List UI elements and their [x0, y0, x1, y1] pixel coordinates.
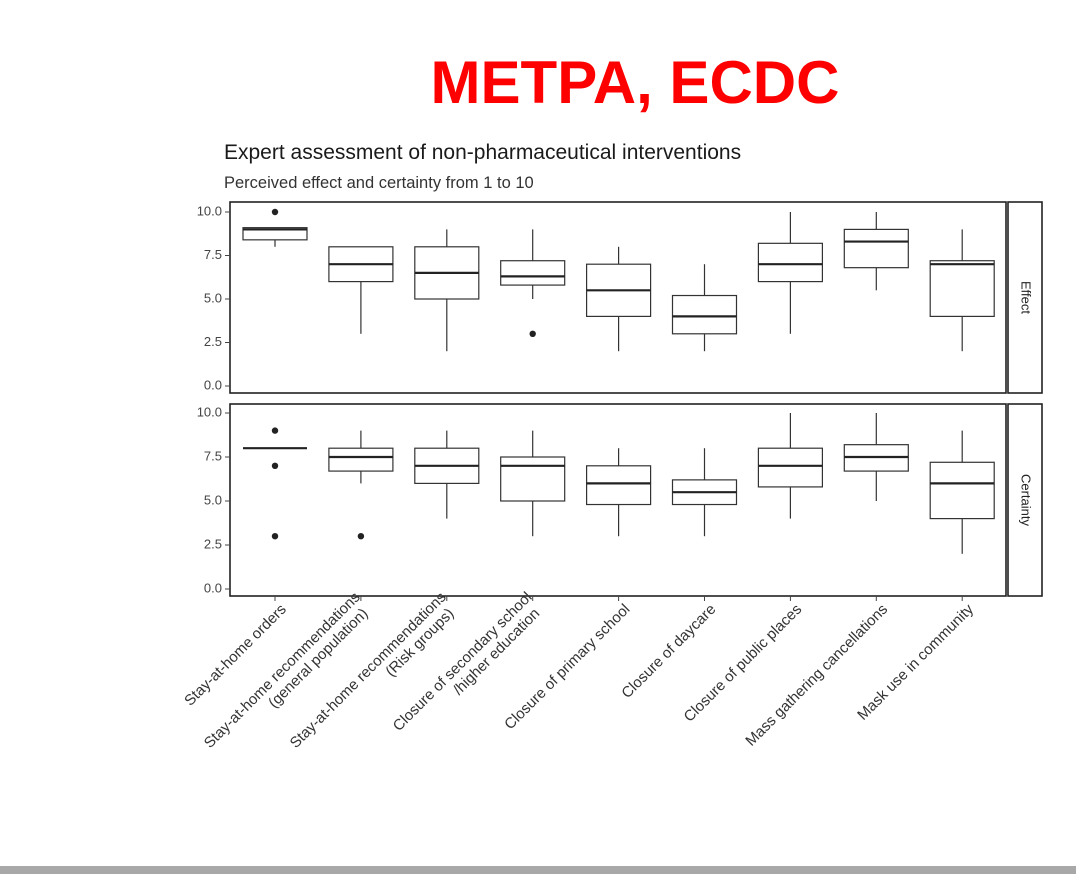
facet-label: Effect [1019, 281, 1034, 314]
box [843, 228, 909, 269]
y-tick-label: 0.0 [204, 580, 222, 595]
box [500, 260, 566, 286]
box [671, 294, 738, 335]
chart-title: Expert assessment of non-pharmaceutical … [224, 141, 742, 164]
y-tick-label: 2.5 [204, 536, 222, 551]
y-tick-label: 7.5 [204, 448, 222, 463]
y-tick-label: 2.5 [204, 334, 222, 349]
facet-label: Certainty [1019, 474, 1034, 527]
y-tick-label: 0.0 [204, 377, 222, 392]
panel-frame [229, 201, 1007, 394]
y-tick-label: 10.0 [197, 203, 222, 218]
y-tick-label: 7.5 [204, 247, 222, 262]
y-tick-label: 10.0 [197, 404, 222, 419]
outlier-point [271, 427, 279, 434]
facet-strip [1007, 403, 1043, 597]
outlier-point [271, 208, 279, 216]
outlier-point [357, 533, 365, 540]
bottom-divider [0, 866, 1076, 874]
box [585, 465, 652, 506]
box [757, 447, 824, 488]
box [757, 242, 824, 283]
box [328, 447, 394, 472]
box [500, 456, 566, 502]
box [929, 461, 995, 520]
facet-strip [1007, 201, 1043, 394]
x-tick-label: Closure of daycare [618, 601, 719, 702]
y-tick-label: 5.0 [204, 290, 222, 305]
outlier-point [529, 330, 536, 337]
y-tick-label: 5.0 [204, 492, 222, 507]
x-tick-label: Mass gathering cancellations [742, 601, 891, 750]
outlier-point [271, 462, 279, 469]
slide-title: METPA, ECDC [430, 49, 840, 116]
box [242, 227, 308, 241]
box [929, 260, 995, 318]
panel-frame [229, 403, 1007, 597]
outlier-point [271, 533, 279, 540]
chart-subtitle: Perceived effect and certainty from 1 to… [224, 174, 534, 192]
